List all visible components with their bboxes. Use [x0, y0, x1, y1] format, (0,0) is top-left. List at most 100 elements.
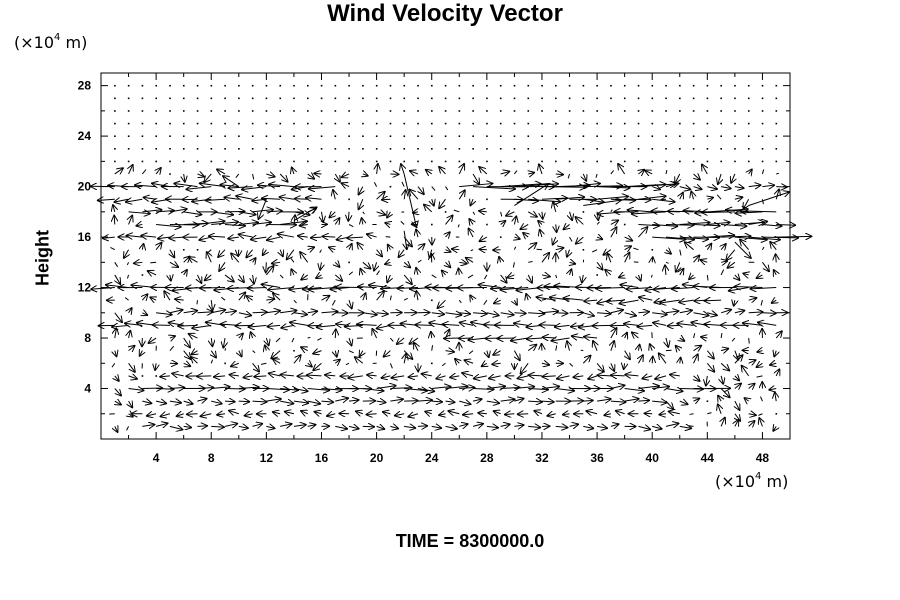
wind-vector [652, 322, 667, 325]
wind-vector [398, 249, 404, 258]
wind-vector [741, 365, 750, 377]
vector-dot [182, 135, 185, 138]
wind-vector [624, 313, 637, 316]
wind-vector [313, 362, 322, 371]
wind-vector [441, 270, 445, 275]
wind-vector [111, 362, 116, 368]
wind-vector [652, 256, 653, 262]
vector-dot [665, 97, 667, 100]
wind-vector [528, 389, 549, 390]
wind-vector-strong [514, 183, 548, 206]
wind-vector [638, 169, 644, 174]
wind-vector [348, 400, 359, 401]
wind-vector [652, 356, 653, 364]
vector-dot [293, 84, 295, 87]
vector-dot [706, 97, 709, 100]
wind-vector [658, 353, 667, 364]
wind-vector [328, 247, 335, 250]
vector-dot [196, 110, 199, 112]
wind-vector-strong [707, 209, 748, 212]
wind-vector [396, 338, 405, 345]
vector-dot [623, 148, 626, 150]
vector-dot [610, 122, 612, 125]
wind-vector [623, 363, 624, 370]
wind-vector [348, 426, 359, 428]
vector-dot [527, 110, 530, 112]
vector-dot [499, 160, 502, 163]
wind-vector [610, 385, 626, 388]
wind-vector [679, 310, 693, 313]
wind-vector [129, 307, 133, 312]
vector-dot [141, 274, 144, 276]
wind-vector [253, 376, 267, 377]
wind-vector [665, 423, 679, 426]
wind-vector [776, 189, 779, 200]
wind-vector [542, 211, 543, 220]
wind-vector [445, 351, 455, 352]
wind-vector [271, 350, 281, 359]
wind-vector [528, 199, 561, 202]
wind-vector [541, 298, 547, 301]
wind-vector [322, 236, 336, 237]
vector-dot [610, 135, 612, 138]
vector-dot [238, 97, 240, 100]
vector-dot [720, 135, 722, 138]
wind-vector [597, 262, 603, 270]
vector-dot [541, 160, 543, 163]
wind-vector [291, 337, 295, 343]
vector-dot [362, 160, 364, 163]
wind-vector [470, 199, 473, 206]
wind-vector [528, 401, 543, 402]
vector-dot [734, 135, 736, 138]
wind-vector [446, 329, 450, 339]
wind-vector [307, 425, 317, 427]
wind-vector [129, 164, 134, 175]
wind-vector [445, 215, 454, 225]
vector-dot [679, 84, 681, 87]
wind-vector [775, 392, 777, 402]
wind-vector [441, 362, 446, 367]
vector-dot [127, 160, 130, 163]
wind-vector [223, 337, 225, 348]
wind-vector [211, 337, 212, 347]
wind-vector [290, 258, 295, 263]
wind-vector [605, 269, 611, 275]
wind-vector [164, 290, 170, 301]
wind-vector [457, 224, 460, 228]
vector-dot [334, 135, 337, 138]
wind-vector [596, 426, 608, 428]
wind-vector [216, 414, 226, 415]
wind-vector [266, 262, 267, 273]
wind-vector [321, 389, 342, 391]
x-tick-label: 32 [535, 451, 549, 465]
vector-dot [114, 148, 116, 150]
wind-vector [268, 184, 294, 186]
wind-vector [171, 373, 184, 376]
wind-vector [146, 414, 157, 416]
wind-vector [721, 417, 725, 427]
vector-dot [472, 160, 474, 163]
wind-vector [227, 237, 239, 239]
vector-dot [637, 135, 640, 138]
wind-vector [484, 274, 488, 280]
wind-vector [638, 344, 639, 351]
wind-vector [652, 401, 667, 402]
wind-vector [517, 376, 529, 379]
vector-dot [141, 160, 144, 163]
vector-dot [417, 97, 419, 100]
wind-vector [272, 293, 281, 301]
wind-vector [142, 401, 152, 403]
wind-vector [320, 262, 322, 270]
wind-vector [362, 426, 375, 427]
wind-vector [408, 376, 419, 377]
wind-vector [610, 209, 613, 213]
wind-vector [272, 412, 281, 414]
wind-vector [675, 262, 679, 272]
vector-dot [444, 148, 447, 150]
wind-vector [774, 351, 776, 358]
vector-dot [692, 110, 695, 112]
wind-vector [105, 285, 129, 288]
wind-vector [183, 310, 198, 312]
wind-vector [417, 426, 428, 427]
